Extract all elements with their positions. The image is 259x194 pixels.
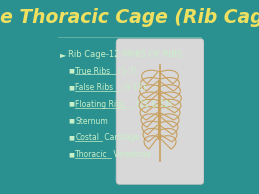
Text: ■: ■ [68,135,74,140]
Text: Vertebrae: Vertebrae [111,150,151,159]
Text: ■: ■ [68,85,74,90]
Text: False Ribs: False Ribs [75,83,113,92]
Text: Costal: Costal [75,133,99,142]
Text: Rib Cage-12 PAIRS OF RIBS: Rib Cage-12 PAIRS OF RIBS [68,50,182,59]
Text: Floating Ribs: Floating Ribs [75,100,125,109]
Text: ■: ■ [68,152,74,157]
Text: ■: ■ [68,102,74,107]
Text: Cartilage: Cartilage [102,133,140,142]
Text: True Ribs: True Ribs [75,67,110,75]
Text: ■: ■ [68,68,74,74]
Text: The Thoracic Cage (Rib Cage): The Thoracic Cage (Rib Cage) [0,8,259,27]
Text: (9-10): (9-10) [120,83,146,92]
Text: (1-7): (1-7) [116,67,136,75]
Text: ■: ■ [68,119,74,124]
Text: (11 & 12): (11 & 12) [134,100,172,109]
Text: Thoracic: Thoracic [75,150,108,159]
Text: Sternum: Sternum [75,117,108,126]
FancyBboxPatch shape [116,39,204,184]
Text: ►: ► [60,50,66,59]
